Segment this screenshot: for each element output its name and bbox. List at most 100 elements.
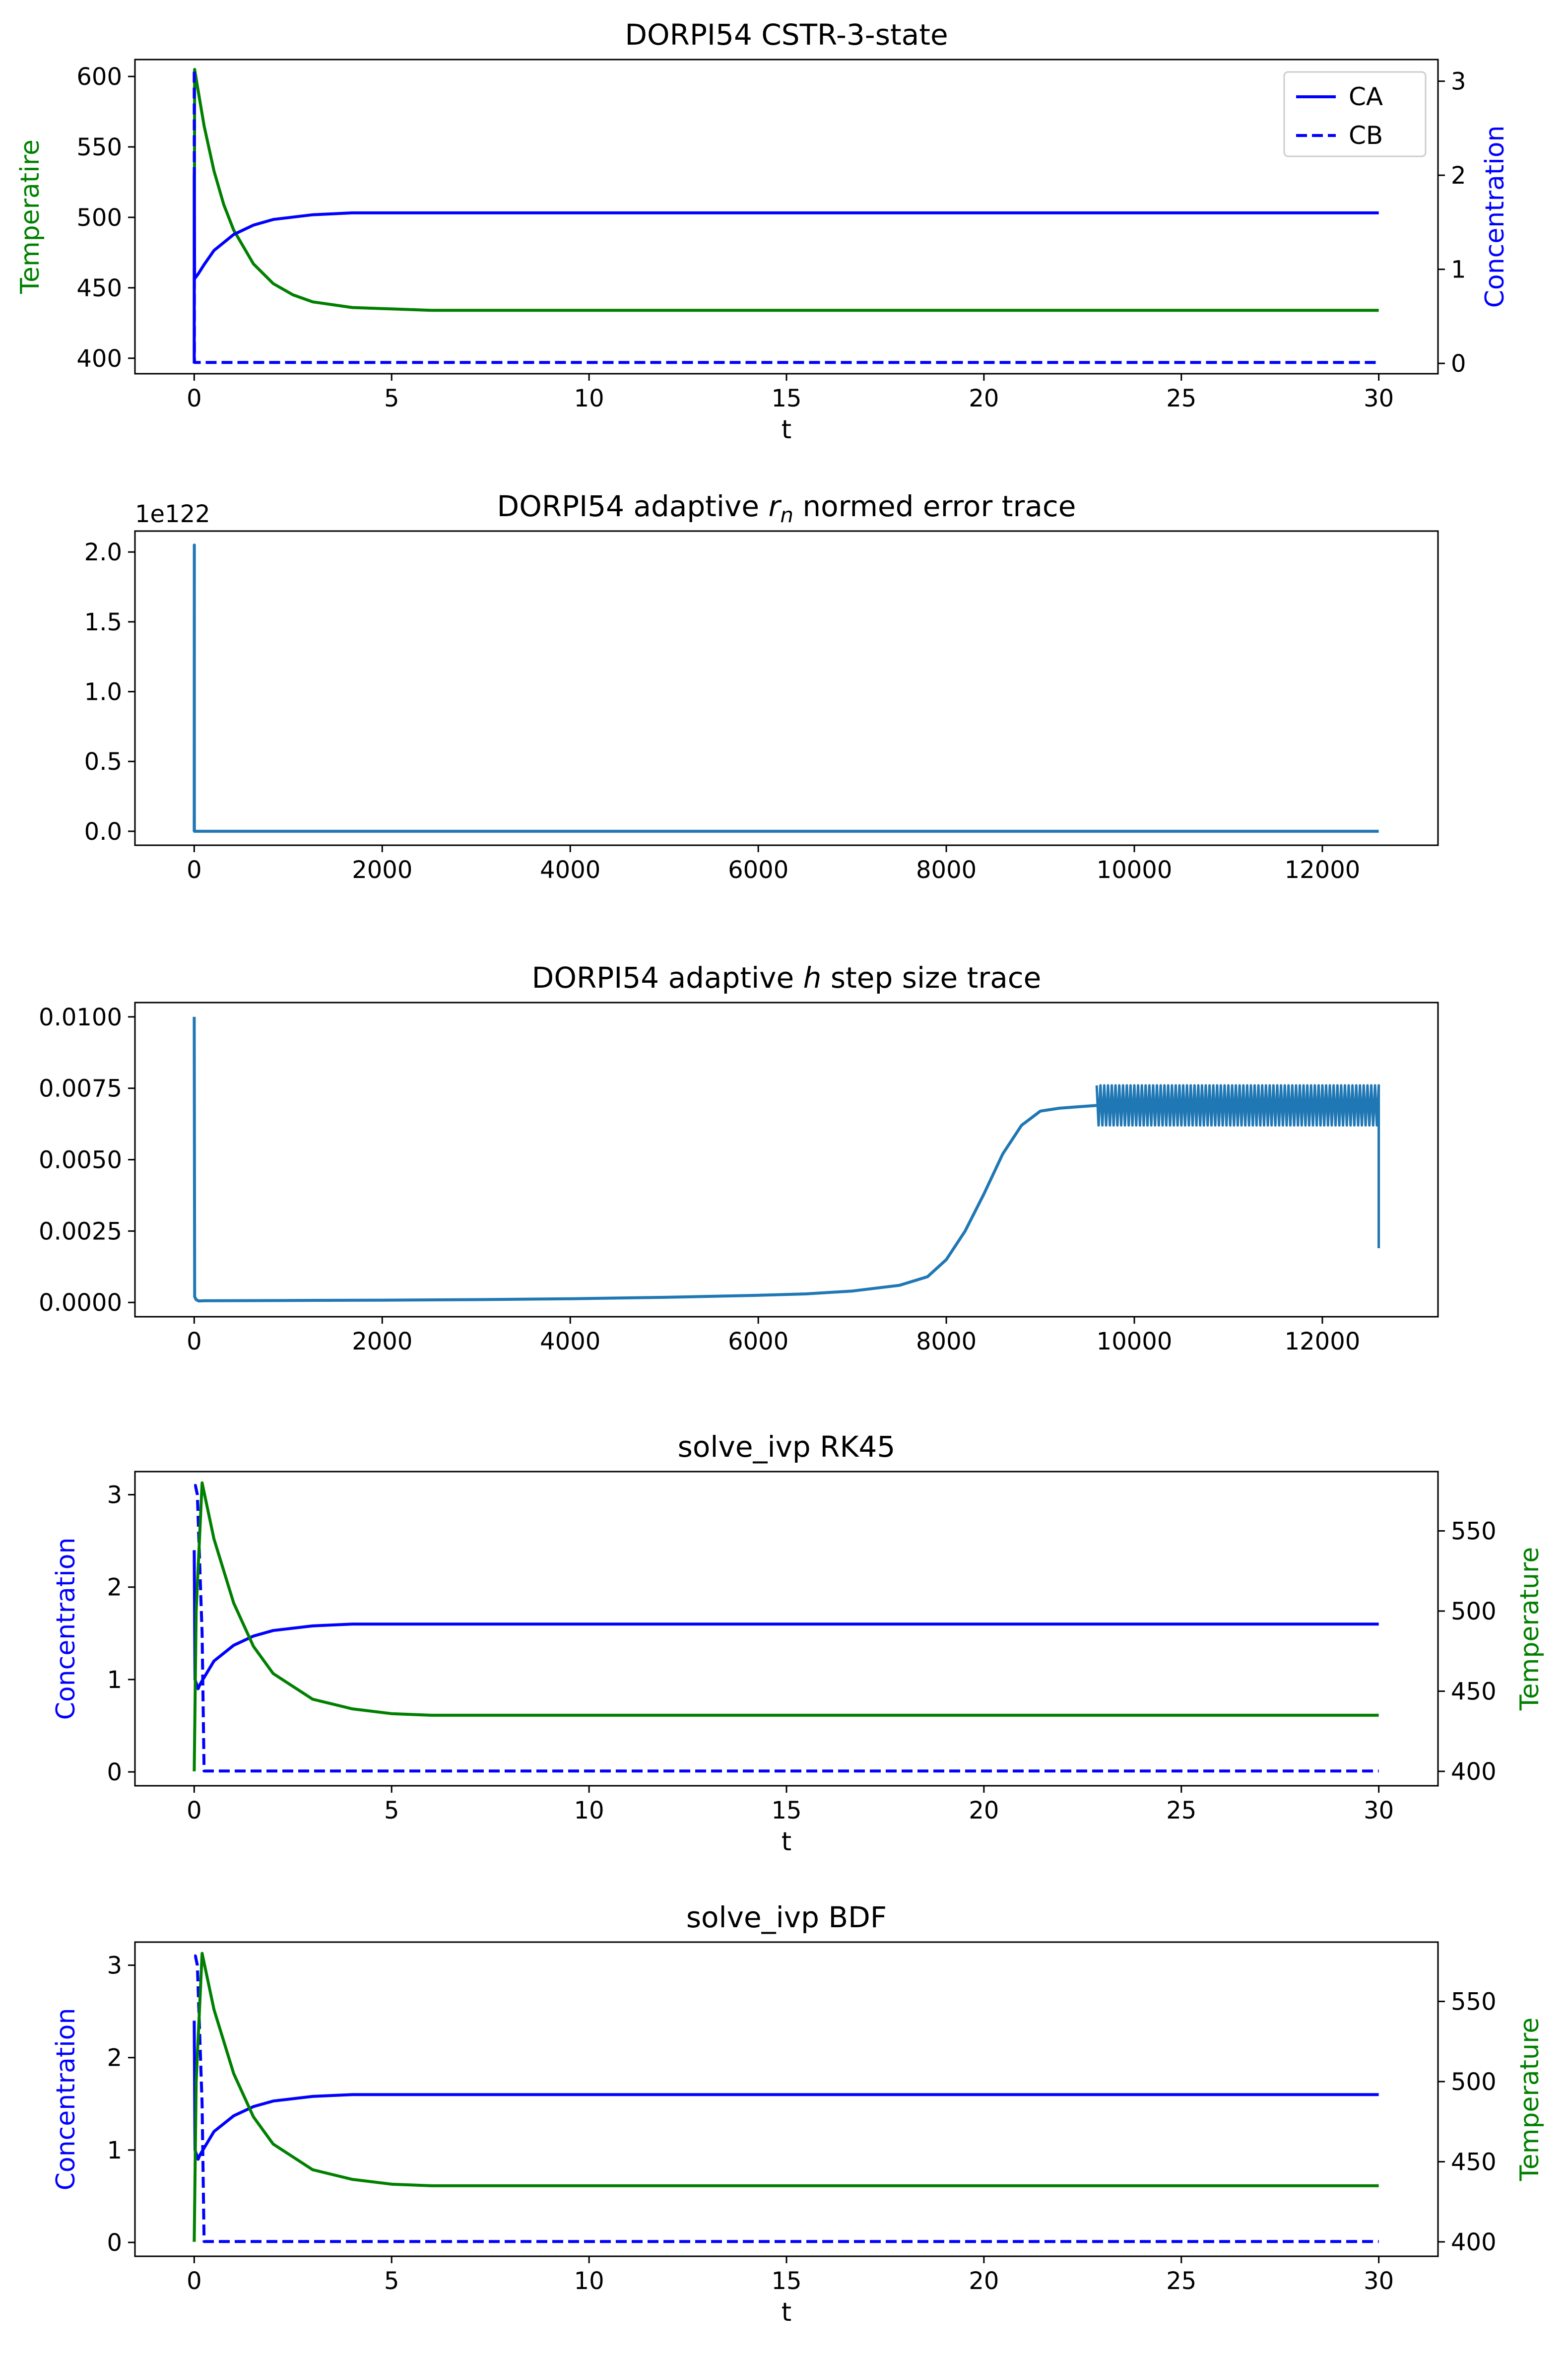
plot-area [193,67,1379,364]
x-tick-label: 6000 [728,856,788,884]
chart-title-subscript: n [780,503,793,527]
x-tick-label: 10 [574,385,604,412]
y-tick-label: 0.0050 [39,1147,122,1174]
x-tick-label: 15 [771,385,801,412]
x-tick-label: 15 [771,1797,801,1824]
chart-panel-2: DORPI54 adaptive rn normed error trace 0 2… [84,489,1439,884]
x-tick-label: 6000 [728,1328,788,1355]
chart-title: solve_ivp BDF [686,1900,887,1934]
x-axis-label: t [782,2297,791,2327]
x-tick-label: 10 [574,2267,604,2295]
x-tick-label: 12000 [1285,1328,1361,1355]
x-tick-label: 2000 [352,1328,412,1355]
plot-area [193,1016,1380,1303]
y-tick-label: 0 [107,1758,122,1786]
y-tick-label: 400 [76,345,122,373]
x-tick-label: 20 [969,385,999,412]
y2-axis-label: Temperature [1515,2018,1545,2181]
trace-line-1 [193,1016,1097,1303]
y-tick-label: 2 [107,2044,122,2072]
x-tick-label: 12000 [1285,856,1361,884]
series-line-3 [193,1952,1379,2242]
plot-frame [134,530,1439,846]
y2-tick-label: 1 [1451,256,1466,284]
y-offset-text: 1e122 [135,500,210,528]
y2-tick-label: 2 [1451,162,1466,190]
x-tick-label: 0 [187,385,202,412]
x-tick-label: 30 [1364,385,1394,412]
y-tick-label: 0.0100 [39,1004,122,1031]
series-line-1 [193,2021,1379,2161]
x-tick-label: 10000 [1097,856,1173,884]
x-tick-label: 10000 [1097,1328,1173,1355]
y-tick-label: 0.0 [84,818,122,846]
y2-axis-label: Concentration [1480,126,1510,308]
chart-title: DORPI54 adaptive h step size trace [532,961,1042,995]
x-tick-label: 5 [384,2267,399,2295]
y-tick-label: 1 [107,2137,122,2164]
x-axis-label: t [782,415,791,445]
y2-tick-label: 400 [1451,1758,1497,1786]
plot-area [193,1952,1379,2243]
y-axis-label: Concentration [51,2008,81,2191]
trace-line-1 [193,543,1379,833]
chart-panel-3: DORPI54 adaptive h step size trace 0 2000 4… [39,961,1439,1355]
series-line-2 [194,1954,1379,2243]
y-tick-label: 3 [107,1482,122,1509]
step-size-oscillation-band [1095,1084,1380,1248]
y-axis-label: Temperatire [15,139,45,294]
chart-title-symbol: h [803,961,822,995]
chart-title: solve_ivp RK45 [678,1430,896,1464]
y-tick-label: 0.0025 [39,1217,122,1245]
chart-title-suffix: step size trace [821,961,1041,995]
y-tick-label: 0.0000 [39,1289,122,1317]
x-tick-label: 2000 [352,856,412,884]
legend-label-cb: CB [1349,121,1383,150]
x-tick-label: 30 [1364,1797,1394,1824]
y2-tick-label: 0 [1451,350,1466,378]
y-tick-label: 1 [107,1666,122,1694]
chart-title: DORPI54 CSTR-3-state [625,18,948,52]
y2-tick-label: 3 [1451,68,1466,96]
plot-area [193,1481,1379,1773]
series-line-3 [193,1481,1379,1771]
y2-tick-label: 550 [1451,1988,1497,2016]
y-tick-label: 550 [76,134,122,161]
y-tick-label: 600 [76,63,122,91]
x-tick-label: 10 [574,1797,604,1824]
y-tick-label: 500 [76,204,122,232]
series-ca-line [193,174,1379,364]
y2-tick-label: 400 [1451,2228,1497,2256]
y-tick-label: 1.5 [84,608,122,636]
x-tick-label: 25 [1166,385,1196,412]
chart-title-prefix: DORPI54 adaptive [532,961,803,995]
y2-tick-label: 550 [1451,1517,1497,1545]
y2-tick-label: 450 [1451,1678,1497,1705]
y2-axis-label: Temperature [1515,1547,1545,1711]
y-tick-label: 2.0 [84,539,122,566]
y-tick-label: 2 [107,1574,122,1602]
y-axis-label: Concentration [51,1538,81,1720]
y-tick-label: 450 [76,274,122,302]
x-tick-label: 0 [187,856,202,884]
y2-tick-label: 500 [1451,2068,1497,2096]
series-line-1 [193,1550,1379,1690]
x-tick-label: 4000 [540,1328,600,1355]
y-tick-label: 0.5 [84,748,122,776]
chart-panel-4: solve_ivp RK45 0 5 10 15 20 25 30 0 1 2 3 400 450 500 5… [51,1430,1545,1857]
y-tick-label: 0 [107,2229,122,2257]
y2-tick-label: 500 [1451,1598,1497,1625]
series-line-2 [194,1484,1379,1773]
series-line-1 [193,67,1379,358]
y-tick-label: 1.0 [84,678,122,706]
x-tick-label: 25 [1166,2267,1196,2295]
chart-title-prefix: DORPI54 adaptive [497,489,769,523]
x-tick-label: 20 [969,2267,999,2295]
x-tick-label: 15 [771,2267,801,2295]
y2-tick-label: 450 [1451,2148,1497,2176]
x-tick-label: 8000 [916,856,977,884]
